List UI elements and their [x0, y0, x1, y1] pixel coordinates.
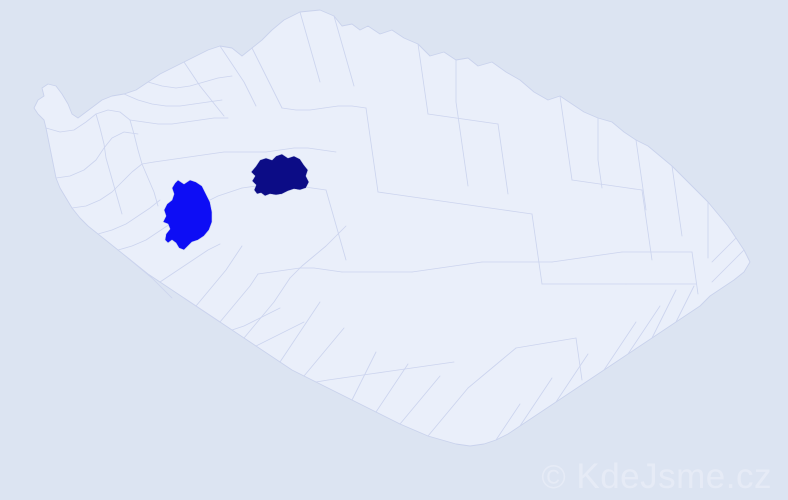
- highlight-layer[interactable]: [162, 153, 310, 251]
- district-boundary-mesh: [45, 11, 745, 441]
- copyright-icon: ©: [541, 458, 567, 495]
- watermark-text: KdeJsme.cz: [576, 457, 772, 496]
- watermark: © KdeJsme.cz: [541, 459, 772, 494]
- map-region-layer: [33, 9, 751, 447]
- highlight-district-west[interactable]: [162, 179, 213, 251]
- highlight-district-central[interactable]: [250, 153, 310, 197]
- country-landmass: [33, 9, 751, 447]
